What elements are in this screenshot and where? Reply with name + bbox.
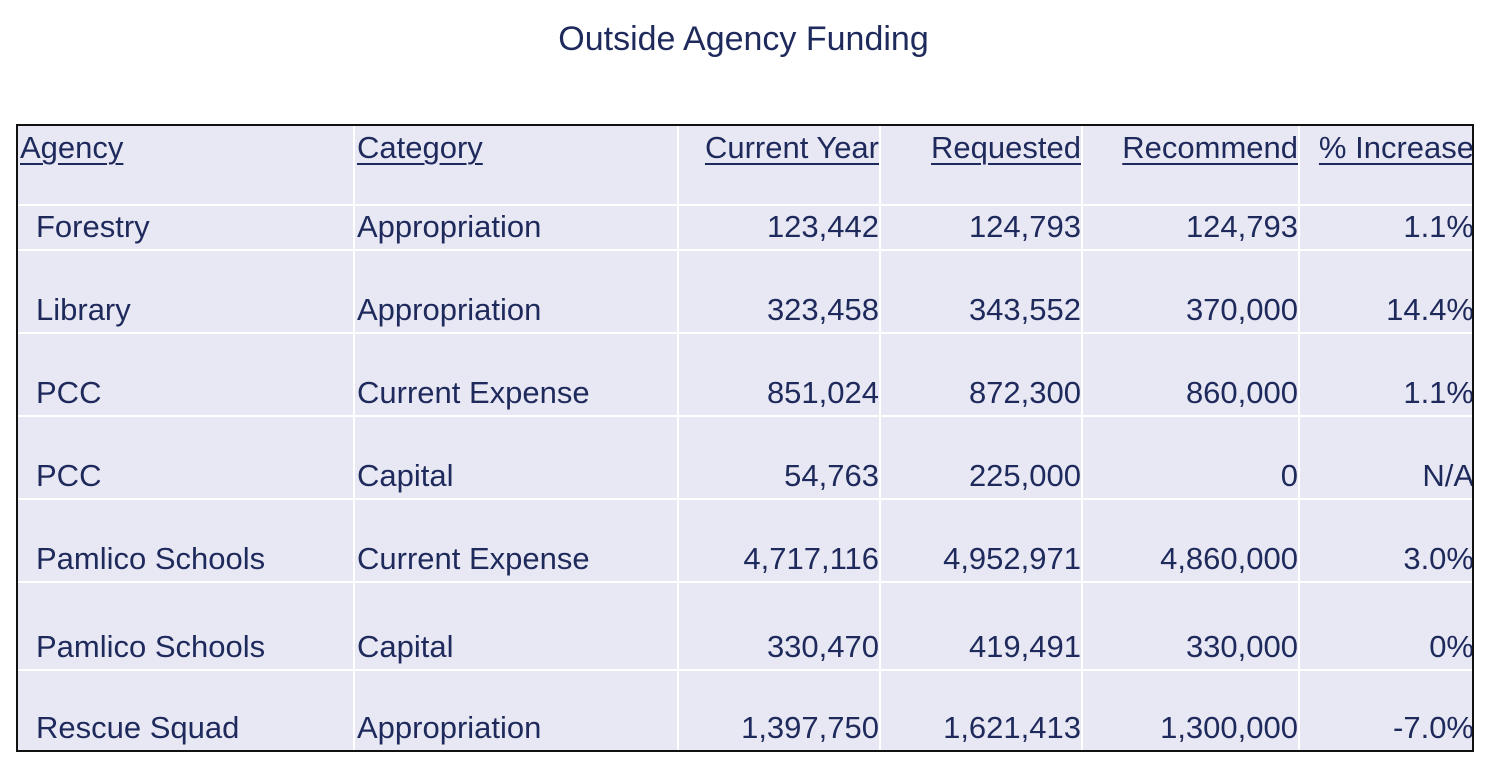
requested-cell: 1,621,413 (881, 671, 1081, 750)
current-year-cell: 4,717,116 (679, 500, 879, 581)
current-year-cell: 1,397,750 (679, 671, 879, 750)
category-cell: Appropriation (355, 671, 677, 750)
table-row: Library Appropriation 323,458 343,552 37… (18, 251, 1472, 332)
header-cell-percent-increase: % Increase (1300, 126, 1472, 204)
requested-cell: 343,552 (881, 251, 1081, 332)
header-cell-requested: Requested (881, 126, 1081, 204)
header-cell-agency: Agency (18, 126, 353, 204)
requested-cell: 225,000 (881, 417, 1081, 498)
table-row: Pamlico Schools Current Expense 4,717,11… (18, 500, 1472, 581)
category-cell: Capital (355, 417, 677, 498)
agency-cell: Pamlico Schools (18, 583, 353, 669)
table-row: PCC Current Expense 851,024 872,300 860,… (18, 334, 1472, 415)
recommend-cell: 860,000 (1083, 334, 1298, 415)
recommend-cell: 4,860,000 (1083, 500, 1298, 581)
percent-increase-cell: N/A (1300, 417, 1472, 498)
header-cell-category: Category (355, 126, 677, 204)
recommend-cell: 0 (1083, 417, 1298, 498)
current-year-cell: 330,470 (679, 583, 879, 669)
requested-cell: 124,793 (881, 206, 1081, 249)
category-cell: Capital (355, 583, 677, 669)
percent-increase-cell: -7.0% (1300, 671, 1472, 750)
agency-cell: Rescue Squad (18, 671, 353, 750)
table-row: Rescue Squad Appropriation 1,397,750 1,6… (18, 671, 1472, 750)
agency-cell: Pamlico Schools (18, 500, 353, 581)
table-header-row: Agency Category Current Year Requested R… (18, 126, 1472, 204)
recommend-cell: 124,793 (1083, 206, 1298, 249)
header-cell-current-year: Current Year (679, 126, 879, 204)
recommend-cell: 370,000 (1083, 251, 1298, 332)
agency-cell: PCC (18, 417, 353, 498)
recommend-cell: 1,300,000 (1083, 671, 1298, 750)
agency-cell: Forestry (18, 206, 353, 249)
requested-cell: 419,491 (881, 583, 1081, 669)
table-row: Pamlico Schools Capital 330,470 419,491 … (18, 583, 1472, 669)
requested-cell: 872,300 (881, 334, 1081, 415)
percent-increase-cell: 14.4% (1300, 251, 1472, 332)
table-row: PCC Capital 54,763 225,000 0 N/A (18, 417, 1472, 498)
funding-table: Agency Category Current Year Requested R… (16, 124, 1474, 752)
percent-increase-cell: 1.1% (1300, 334, 1472, 415)
current-year-cell: 123,442 (679, 206, 879, 249)
agency-cell: Library (18, 251, 353, 332)
current-year-cell: 323,458 (679, 251, 879, 332)
category-cell: Appropriation (355, 251, 677, 332)
category-cell: Current Expense (355, 500, 677, 581)
current-year-cell: 851,024 (679, 334, 879, 415)
page-title: Outside Agency Funding (558, 20, 929, 58)
category-cell: Current Expense (355, 334, 677, 415)
table-row: Forestry Appropriation 123,442 124,793 1… (18, 206, 1472, 249)
percent-increase-cell: 3.0% (1300, 500, 1472, 581)
requested-cell: 4,952,971 (881, 500, 1081, 581)
current-year-cell: 54,763 (679, 417, 879, 498)
percent-increase-cell: 1.1% (1300, 206, 1472, 249)
category-cell: Appropriation (355, 206, 677, 249)
recommend-cell: 330,000 (1083, 583, 1298, 669)
header-cell-recommend: Recommend (1083, 126, 1298, 204)
percent-increase-cell: 0% (1300, 583, 1472, 669)
agency-cell: PCC (18, 334, 353, 415)
